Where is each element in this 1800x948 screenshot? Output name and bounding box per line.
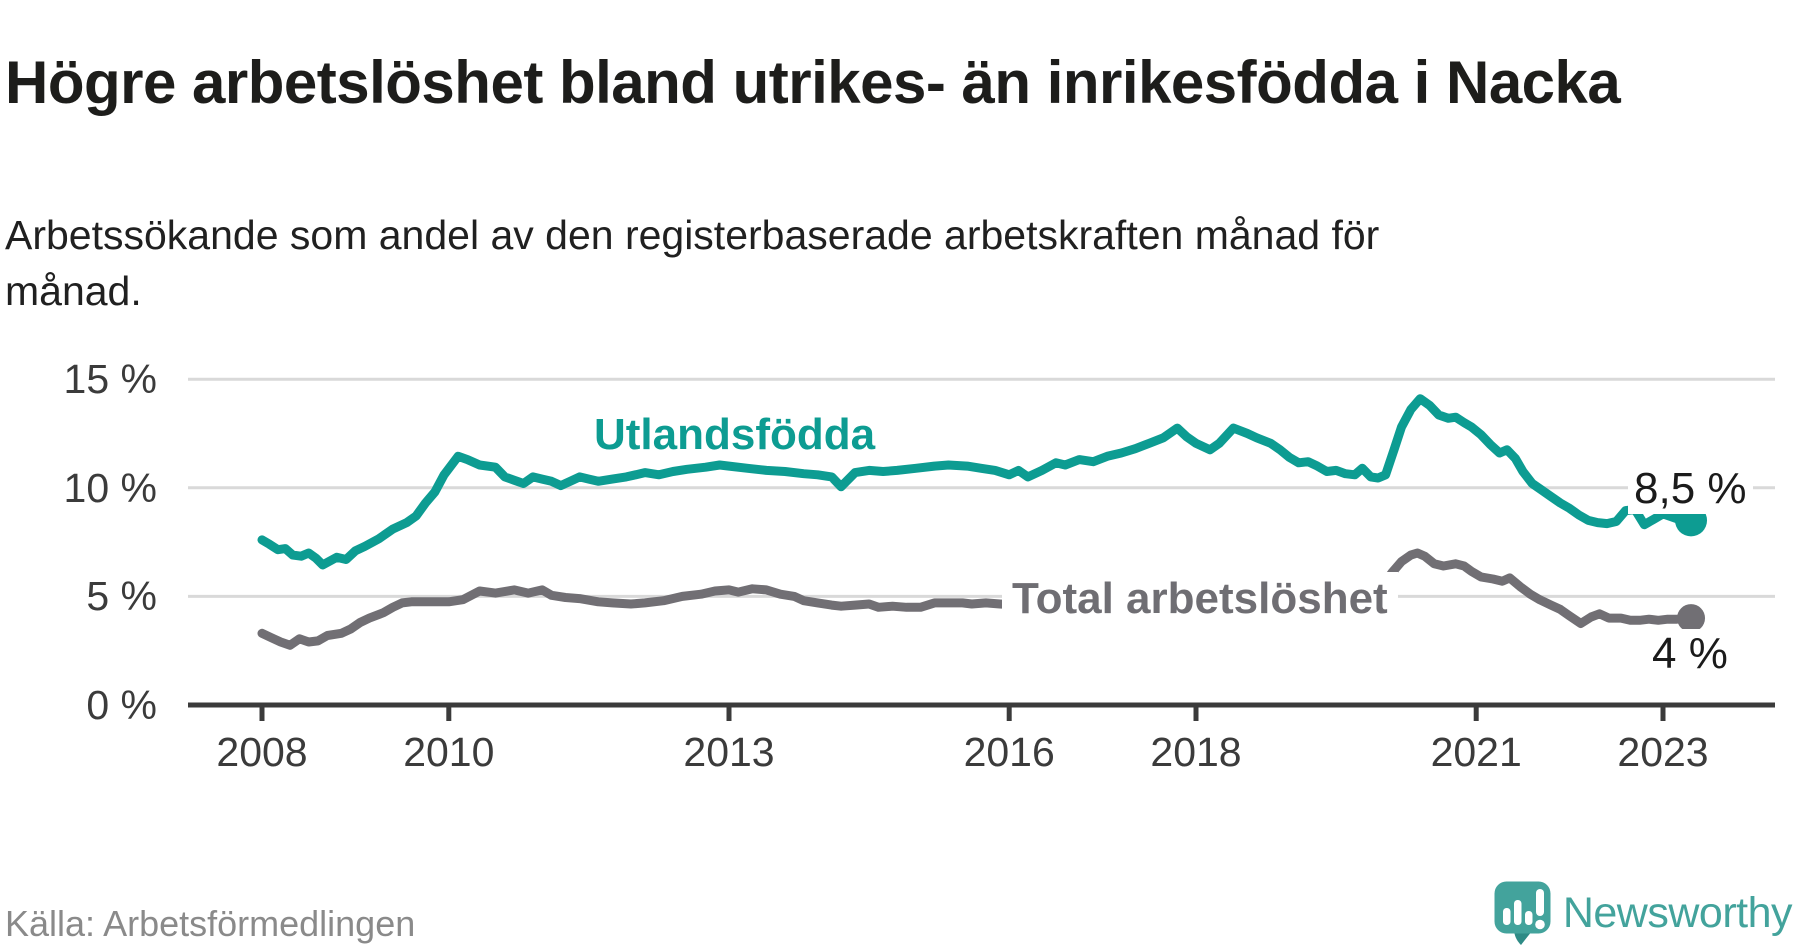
- source-note: Källa: Arbetsförmedlingen: [5, 903, 416, 944]
- series-label-total-arbetsloshet: Total arbetslöshet: [1002, 572, 1398, 626]
- x-axis-tick-label: 2008: [216, 729, 308, 775]
- series-label-utlandsfodda: Utlandsfödda: [594, 410, 876, 459]
- chart-subtitle: Arbetssökande som andel av den registerb…: [5, 212, 1380, 314]
- x-axis-tick-label: 2010: [403, 729, 495, 775]
- y-axis-tick-label: 5 %: [86, 573, 157, 620]
- series-line-utlandsfodda: [257, 394, 1696, 570]
- series-line-total: [257, 548, 1696, 650]
- end-value-label-total: 4 %: [1646, 629, 1734, 679]
- page-title: Högre arbetslöshet bland utrikes- än inr…: [5, 49, 1621, 117]
- series-end-dot-total: [1677, 604, 1706, 633]
- newsworthy-logo: Newsworthy: [1494, 880, 1793, 946]
- x-axis-tick-label: 2016: [963, 729, 1055, 775]
- x-axis-tick-label: 2023: [1617, 729, 1709, 775]
- y-axis-tick-label: 0 %: [86, 682, 157, 728]
- x-axis-tick-label: 2013: [683, 729, 775, 775]
- y-axis-tick-label: 15 %: [63, 356, 157, 403]
- x-axis-tick-label: 2018: [1150, 729, 1242, 775]
- newsworthy-wordmark: Newsworthy: [1562, 888, 1793, 937]
- y-axis-tick-label: 10 %: [63, 464, 157, 511]
- newsworthy-speech-bubble-chart-icon: [1494, 881, 1551, 945]
- x-axis-tick-label: 2021: [1430, 729, 1522, 775]
- end-value-label-utlandsfodda: 8,5 %: [1628, 464, 1753, 514]
